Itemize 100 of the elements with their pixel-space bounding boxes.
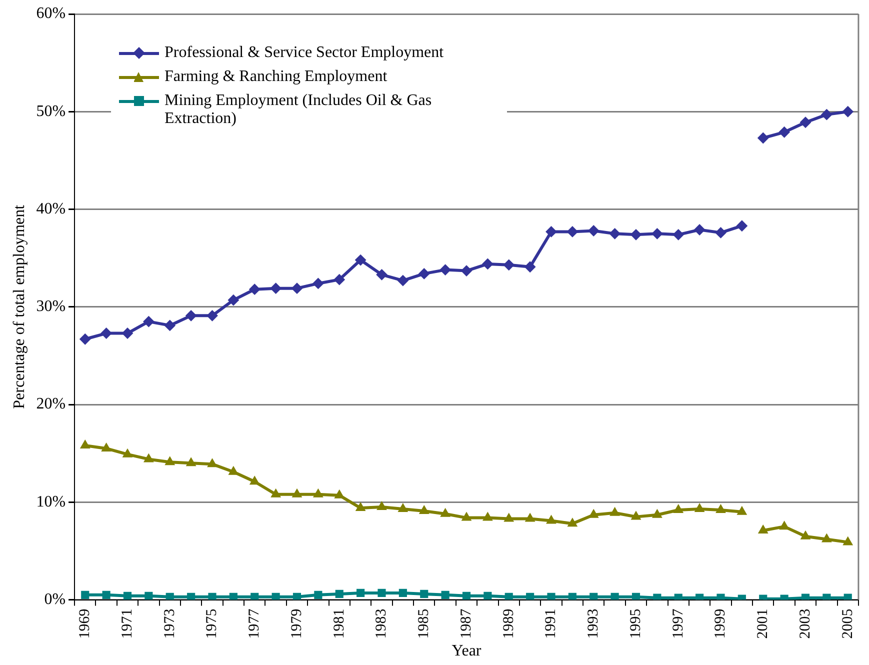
- legend-label: Farming & Ranching Employment: [164, 68, 388, 86]
- point: [525, 513, 535, 522]
- y-tick-label: 30%: [36, 298, 66, 316]
- x-tick-label: 1979: [288, 608, 305, 639]
- point: [822, 594, 831, 600]
- y-tick-label: 40%: [36, 200, 66, 218]
- point: [166, 592, 174, 600]
- point: [291, 282, 302, 294]
- x-tick-label: 1995: [628, 608, 644, 639]
- point: [80, 440, 90, 449]
- point: [546, 515, 556, 524]
- point: [250, 476, 260, 485]
- x-tick-label: 1975: [204, 608, 220, 639]
- legend-label: Professional & Service Sector Employment: [164, 44, 444, 62]
- point: [736, 220, 748, 232]
- point: [568, 518, 578, 527]
- point: [376, 502, 387, 510]
- point: [822, 534, 832, 542]
- point: [821, 109, 832, 120]
- point: [164, 320, 176, 331]
- point: [80, 334, 91, 345]
- point: [102, 590, 110, 599]
- y-tick-label: 50%: [36, 102, 66, 120]
- point: [610, 592, 619, 600]
- point: [504, 592, 513, 600]
- point: [484, 592, 492, 600]
- point: [165, 456, 175, 466]
- point: [270, 282, 282, 294]
- point: [843, 536, 853, 546]
- point: [272, 592, 280, 600]
- point: [335, 590, 344, 598]
- y-tick-label: 20%: [36, 396, 66, 413]
- point: [716, 504, 726, 513]
- point: [376, 269, 388, 280]
- point: [122, 328, 133, 339]
- point: [590, 592, 598, 600]
- point: [186, 310, 197, 322]
- point: [715, 227, 726, 238]
- point: [462, 592, 471, 600]
- point: [355, 254, 366, 266]
- point: [462, 512, 472, 521]
- point: [800, 116, 811, 128]
- point: [418, 268, 430, 280]
- point: [842, 106, 854, 118]
- x-tick-label: 1977: [246, 608, 263, 639]
- x-tick-label: 1971: [119, 608, 136, 639]
- point: [630, 229, 642, 240]
- point: [186, 458, 196, 466]
- point: [187, 592, 196, 600]
- x-tick-label: 2005: [840, 608, 856, 639]
- point: [314, 590, 322, 599]
- point: [694, 504, 704, 512]
- point: [378, 588, 386, 597]
- point: [398, 504, 408, 512]
- point: [546, 226, 557, 238]
- point: [143, 316, 154, 328]
- point: [652, 509, 662, 518]
- point: [228, 466, 238, 475]
- point: [229, 592, 238, 600]
- point: [313, 488, 324, 498]
- point: [631, 511, 641, 520]
- point: [779, 521, 790, 530]
- point: [800, 530, 810, 540]
- y-tick-label: 60%: [36, 5, 66, 22]
- point: [610, 507, 620, 516]
- point: [482, 512, 493, 521]
- point: [100, 328, 112, 339]
- point: [397, 275, 408, 286]
- point: [292, 488, 302, 498]
- y-tick-label: 10%: [36, 493, 66, 510]
- point: [356, 588, 365, 597]
- point: [694, 224, 706, 236]
- point: [398, 588, 407, 597]
- x-tick-label: 2003: [797, 608, 814, 639]
- point: [207, 458, 218, 468]
- point: [524, 261, 536, 272]
- point: [122, 448, 132, 458]
- x-axis-title: Year: [452, 642, 482, 660]
- point: [144, 592, 153, 600]
- point: [440, 264, 451, 276]
- point: [228, 294, 239, 306]
- point: [588, 225, 600, 236]
- point: [482, 258, 494, 270]
- point: [356, 502, 366, 512]
- point: [440, 508, 450, 517]
- point: [758, 132, 769, 144]
- point: [144, 454, 154, 462]
- point: [632, 592, 640, 600]
- x-tick-label: 1993: [586, 608, 602, 639]
- point: [334, 490, 344, 498]
- point: [292, 592, 302, 600]
- y-tick-label: 0%: [44, 591, 66, 608]
- point: [270, 488, 281, 498]
- point: [566, 226, 578, 238]
- point: [249, 284, 260, 295]
- point: [123, 592, 132, 600]
- point: [504, 513, 514, 522]
- x-tick-label: 1989: [500, 608, 517, 639]
- point: [206, 310, 218, 322]
- point: [460, 265, 472, 276]
